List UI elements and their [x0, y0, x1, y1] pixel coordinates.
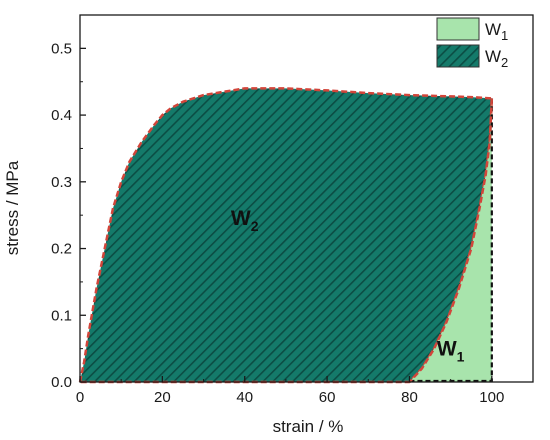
- x-tick-label: 60: [319, 389, 336, 406]
- legend-swatch-w2: [436, 44, 480, 68]
- x-tick-label: 0: [76, 389, 84, 406]
- x-axis-label: strain / %: [273, 417, 344, 436]
- y-tick-label: 0.0: [51, 374, 72, 391]
- axes: 0 20 40 60 80 100 0.0 0.1 0.2 0.3 0.4 0.5: [51, 14, 534, 406]
- legend-label-w1: W1: [485, 20, 508, 43]
- legend-swatch-w1: [436, 17, 480, 41]
- legend-label-w2: W2: [485, 47, 508, 70]
- x-tick-label: 20: [154, 389, 171, 406]
- annotations: W2 W1: [231, 207, 465, 364]
- annotation-w1: W1: [437, 337, 465, 364]
- x-tick-label: 40: [236, 389, 253, 406]
- y-tick-label: 0.1: [51, 307, 72, 324]
- y-tick-label: 0.5: [51, 40, 72, 57]
- unloading-curve: [408, 98, 494, 383]
- y-tick-label: 0.2: [51, 241, 72, 258]
- y-tick-label: 0.3: [51, 174, 72, 191]
- plot-area: [78, 87, 494, 384]
- w1-region: [409, 98, 492, 382]
- y-axis-label: stress / MPa: [3, 160, 22, 255]
- y-tick-label: 0.4: [51, 107, 72, 124]
- w2-region: [78, 87, 494, 384]
- x-tick-label: 100: [479, 389, 504, 406]
- annotation-w2: W2: [231, 207, 259, 234]
- plot-frame: [79, 14, 534, 383]
- x-tick-label: 80: [401, 389, 418, 406]
